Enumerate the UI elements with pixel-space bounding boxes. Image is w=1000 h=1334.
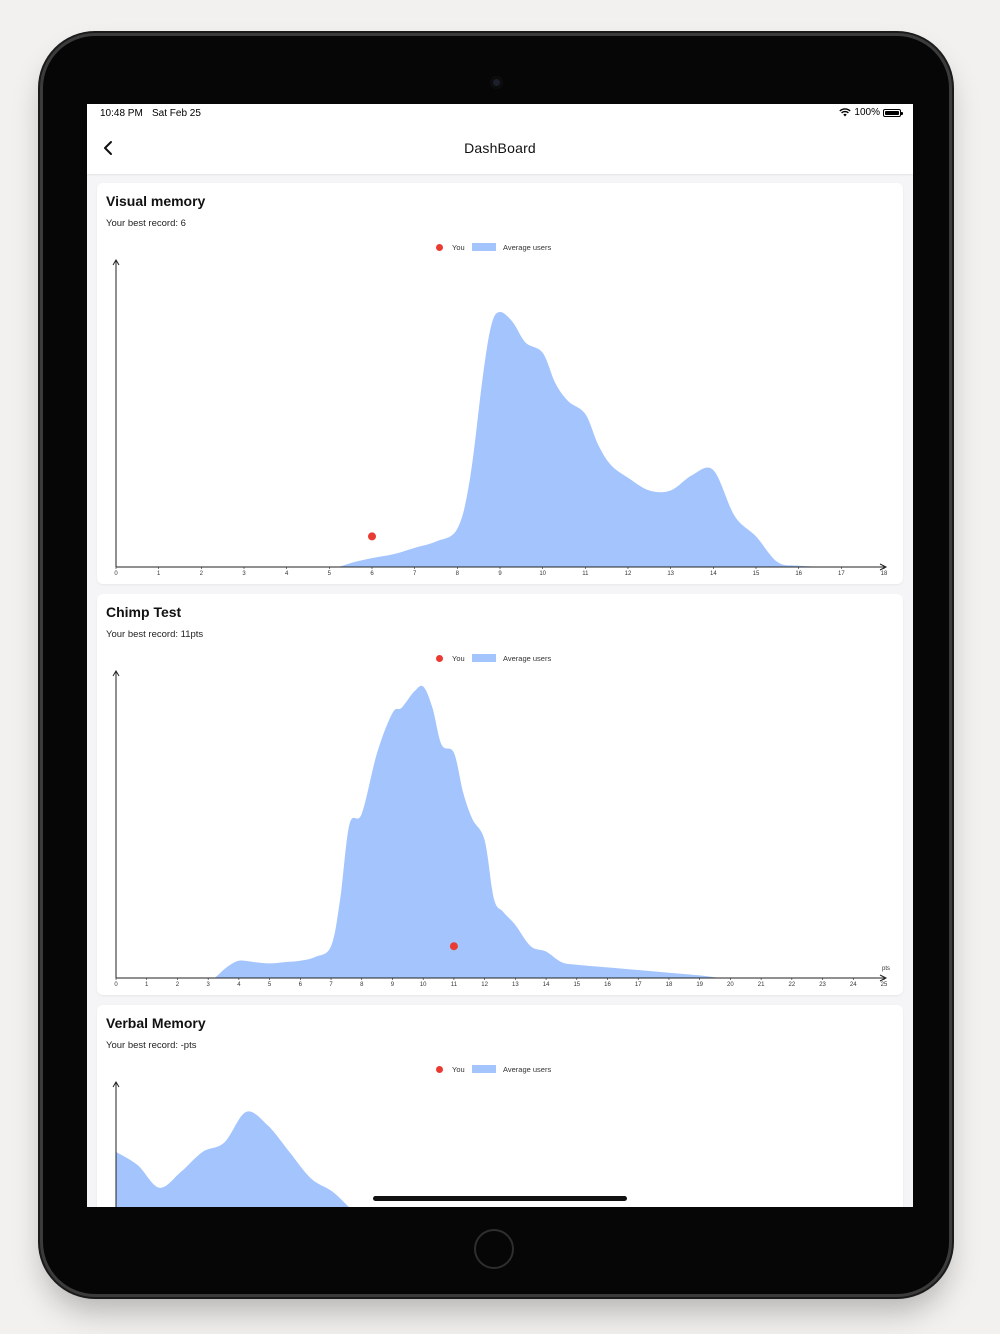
screen: 10:48 PM Sat Feb 25 100% DashBoard — [87, 104, 913, 1207]
navigation-bar: DashBoard — [87, 124, 913, 174]
x-tick-label: 1 — [145, 982, 149, 988]
legend-average-swatch — [472, 1065, 496, 1073]
x-tick-label: 14 — [543, 982, 550, 988]
x-tick-label: 7 — [329, 982, 333, 988]
x-tick-label: 5 — [328, 571, 332, 577]
x-tick-label: 24 — [850, 982, 857, 988]
y-axis-arrow — [112, 670, 120, 677]
card-title: Verbal Memory — [106, 1015, 206, 1031]
legend-average-swatch — [472, 654, 496, 662]
chimp-test-chart: 0 1 2 3 4 5 6 7 8 9 10 11 12 13 14 15 16 17 18 19 20 21 22 23 24… — [112, 670, 890, 988]
x-tick-label: 12 — [625, 571, 632, 577]
y-axis-arrow — [112, 1081, 120, 1088]
x-tick-label: 8 — [360, 982, 364, 988]
legend-average-swatch — [472, 243, 496, 251]
x-tick-label: 14 — [710, 571, 717, 577]
legend-average-label: Average users — [503, 243, 552, 252]
x-tick-label: 0 — [114, 982, 118, 988]
x-tick-label: 13 — [667, 571, 674, 577]
x-tick-label: 9 — [498, 571, 502, 577]
chart-legend: You Average users — [97, 1063, 903, 1077]
x-tick-label: 4 — [237, 982, 241, 988]
x-tick-label: 10 — [420, 982, 427, 988]
best-record: Your best record: 6 — [106, 218, 186, 229]
x-tick-label: 12 — [481, 982, 488, 988]
average-users-area — [116, 1111, 349, 1207]
x-axis-arrow — [879, 974, 888, 982]
card-title: Chimp Test — [106, 604, 182, 620]
x-tick-label: 3 — [242, 571, 246, 577]
x-tick-label: 1 — [157, 571, 161, 577]
x-tick-label: 11 — [451, 982, 458, 988]
card-title: Visual memory — [106, 193, 206, 209]
best-record: Your best record: -pts — [106, 1040, 197, 1051]
y-axis-arrow — [112, 259, 120, 266]
best-record: Your best record: 11pts — [106, 629, 204, 640]
x-tick-label: 3 — [206, 982, 210, 988]
x-tick-label: 19 — [696, 982, 703, 988]
home-button[interactable] — [474, 1229, 514, 1269]
visual-memory-chart: 0 1 2 3 4 5 6 7 8 9 10 11 12 13 14 15 16 17 18 — [112, 259, 888, 577]
x-tick-label: 25 — [881, 982, 888, 988]
home-indicator — [373, 1196, 627, 1201]
x-tick-label: 16 — [604, 982, 611, 988]
x-tick-label: 0 — [114, 571, 118, 577]
wifi-icon — [839, 108, 852, 117]
legend-average-label: Average users — [503, 1065, 552, 1074]
chimp-test-card: Chimp Test Your best record: 11pts You A… — [97, 594, 903, 995]
x-tick-label: 13 — [512, 982, 519, 988]
x-tick-label: 18 — [666, 982, 673, 988]
page-title: DashBoard — [464, 140, 536, 156]
average-users-area — [116, 685, 884, 979]
x-axis-label: pts — [882, 966, 890, 972]
front-camera — [490, 76, 503, 89]
legend-you-label: You — [452, 654, 465, 663]
battery-percent: 100% — [854, 107, 880, 118]
legend-you-marker — [436, 655, 443, 662]
x-tick-label: 21 — [758, 982, 765, 988]
chevron-left-icon — [104, 141, 112, 155]
verbal-memory-chart — [112, 1081, 349, 1207]
x-tick-label: 22 — [788, 982, 795, 988]
x-tick-label: 4 — [285, 571, 289, 577]
status-right: 100% — [839, 107, 903, 118]
x-tick-label: 16 — [795, 571, 802, 577]
x-tick-label: 18 — [881, 571, 888, 577]
x-tick-label: 2 — [200, 571, 204, 577]
legend-you-label: You — [452, 243, 465, 252]
x-axis-arrow — [879, 563, 888, 571]
visual-memory-card: Visual memory Your best record: 6 You Av… — [97, 183, 903, 584]
status-time: 10:48 PM — [100, 108, 143, 119]
legend-you-label: You — [452, 1065, 465, 1074]
legend-you-marker — [436, 244, 443, 251]
x-tick-label: 8 — [456, 571, 460, 577]
x-tick-label: 15 — [753, 571, 760, 577]
status-bar: 10:48 PM Sat Feb 25 100% — [87, 104, 913, 124]
x-tick-label: 7 — [413, 571, 417, 577]
chart-legend: You Average users — [97, 652, 903, 666]
x-tick-label: 6 — [370, 571, 374, 577]
x-tick-label: 23 — [819, 982, 826, 988]
legend-average-label: Average users — [503, 654, 552, 663]
x-tick-label: 9 — [391, 982, 395, 988]
x-tick-label: 11 — [582, 571, 589, 577]
back-button[interactable] — [95, 134, 123, 162]
x-tick-label: 15 — [573, 982, 580, 988]
you-point — [449, 942, 458, 951]
x-tick-label: 20 — [727, 982, 734, 988]
x-tick-label: 10 — [539, 571, 546, 577]
verbal-memory-card: Verbal Memory Your best record: -pts You… — [97, 1005, 903, 1207]
x-tick-label: 17 — [838, 571, 845, 577]
x-tick-label: 2 — [176, 982, 180, 988]
battery-icon — [883, 108, 903, 117]
x-tick-label: 6 — [299, 982, 303, 988]
status-date: Sat Feb 25 — [152, 108, 201, 119]
chart-legend: You Average users — [97, 241, 903, 255]
average-users-area — [116, 311, 884, 568]
x-tick-label: 17 — [635, 982, 642, 988]
legend-you-marker — [436, 1066, 443, 1073]
x-tick-label: 5 — [268, 982, 272, 988]
you-point — [368, 532, 376, 541]
ipad-frame: 10:48 PM Sat Feb 25 100% DashBoard — [43, 36, 949, 1294]
